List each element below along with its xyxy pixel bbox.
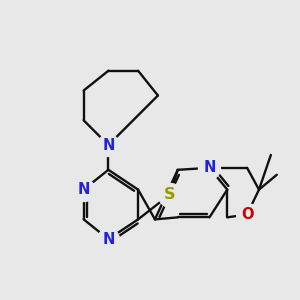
Text: N: N xyxy=(203,160,216,175)
Text: S: S xyxy=(164,187,176,202)
Text: N: N xyxy=(102,232,115,247)
Text: N: N xyxy=(77,182,90,197)
Text: N: N xyxy=(102,137,115,152)
Text: O: O xyxy=(241,207,253,222)
